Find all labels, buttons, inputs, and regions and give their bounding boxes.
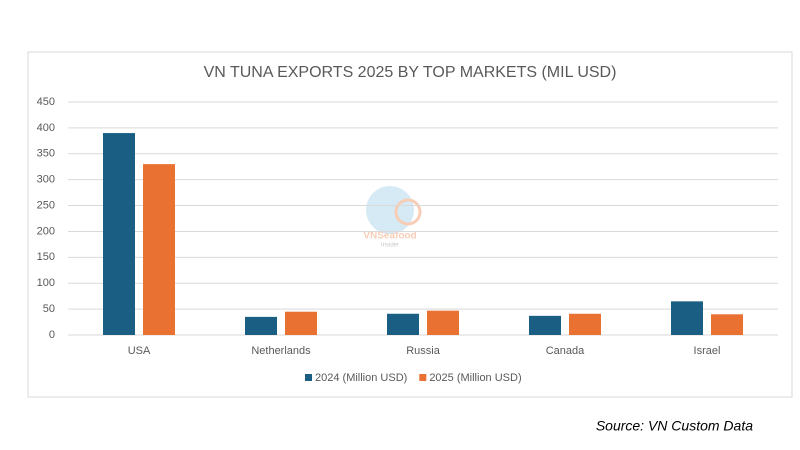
legend-label: 2024 (Million USD) bbox=[315, 372, 407, 384]
x-tick-label: Russia bbox=[406, 345, 441, 357]
watermark: VNSeafood Insider bbox=[363, 186, 422, 249]
y-tick-label: 200 bbox=[37, 225, 55, 237]
bar bbox=[245, 316, 277, 335]
legend-swatch bbox=[305, 374, 312, 381]
x-tick-label: Netherlands bbox=[251, 345, 311, 357]
y-tick-label: 300 bbox=[37, 174, 55, 186]
x-tick-label: USA bbox=[128, 345, 151, 357]
y-tick-label: 50 bbox=[43, 303, 55, 315]
bar bbox=[427, 310, 459, 335]
y-tick-label: 150 bbox=[37, 251, 55, 263]
bar bbox=[103, 133, 135, 335]
y-tick-label: 450 bbox=[37, 96, 55, 108]
y-tick-label: 100 bbox=[37, 277, 55, 289]
y-tick-label: 400 bbox=[37, 122, 55, 134]
x-tick-label: Canada bbox=[546, 345, 585, 357]
chart-title: VN TUNA EXPORTS 2025 BY TOP MARKETS (MIL… bbox=[204, 64, 617, 81]
watermark-logo bbox=[394, 198, 422, 226]
bar bbox=[671, 301, 703, 335]
y-tick-label: 0 bbox=[49, 329, 55, 341]
watermark-text: VNSeafood bbox=[363, 231, 416, 242]
y-tick-label: 250 bbox=[37, 199, 55, 211]
y-tick-label: 350 bbox=[37, 148, 55, 160]
watermark-subtext: Insider bbox=[381, 243, 399, 249]
legend-swatch bbox=[419, 374, 427, 381]
bar bbox=[387, 313, 419, 335]
source-note: Source: VN Custom Data bbox=[596, 418, 753, 434]
bar bbox=[529, 315, 561, 335]
bar bbox=[285, 311, 317, 335]
bar bbox=[569, 313, 601, 335]
legend-label: 2025 (Million USD) bbox=[429, 372, 521, 384]
bar bbox=[143, 164, 175, 335]
watermark-logo bbox=[366, 186, 414, 234]
bar bbox=[711, 314, 743, 335]
x-tick-label: Israel bbox=[694, 345, 721, 357]
